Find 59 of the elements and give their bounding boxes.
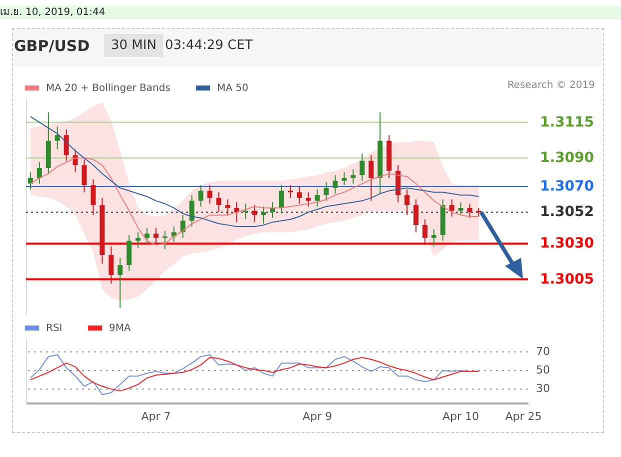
candlestick (189, 194, 194, 227)
ref-line-label: 1.3030 (540, 236, 594, 252)
ref-line-label: 1.3115 (540, 114, 594, 130)
candlestick (278, 184, 284, 214)
x-tick-label: Apr 9 (302, 410, 332, 423)
ref-line-label: 1.3090 (540, 150, 594, 166)
candlestick (225, 198, 230, 216)
ref-line-label: 1.3070 (540, 178, 594, 195)
candlestick (171, 226, 176, 243)
candlestick (342, 172, 347, 186)
candlestick (108, 246, 114, 284)
candlestick (324, 182, 329, 202)
candlestick (449, 198, 454, 217)
candlestick (431, 228, 436, 247)
candlestick (36, 162, 42, 184)
ref-line-label: 1.3005 (540, 271, 594, 288)
legend-label: MA 20 + Bollinger Bands (46, 83, 170, 94)
y-tick-label: 30 (536, 382, 550, 396)
candlestick (368, 154, 374, 202)
chart-title: GBP/USD (14, 37, 90, 55)
candlestick (198, 184, 204, 207)
candlestick (144, 227, 150, 244)
ref-line-label: 1.3052 (540, 204, 594, 220)
candlestick (296, 186, 302, 204)
candlestick (54, 126, 60, 150)
candlestick (153, 227, 158, 246)
candlestick (136, 232, 141, 248)
candlestick (162, 230, 168, 250)
candlestick (72, 148, 78, 173)
y-tick-label: 50 (536, 364, 550, 376)
candlestick (413, 198, 418, 233)
text: Research © 2019 (507, 80, 595, 91)
candlestick (64, 128, 69, 162)
x-tick-label: Apr 25 (505, 410, 542, 423)
candlestick (458, 202, 464, 216)
candlestick (422, 218, 428, 246)
candlestick (360, 153, 365, 182)
candlestick (82, 158, 87, 193)
x-tick-label: Apr 7 (141, 410, 171, 423)
candlestick (467, 203, 472, 218)
candlestick (404, 188, 410, 216)
candlestick (332, 174, 338, 194)
text: เม.ย. 10, 2019, 01:44 (0, 6, 621, 19)
candlestick (90, 178, 96, 216)
candlestick (252, 204, 258, 223)
text: 03:44:29 CET (165, 38, 253, 53)
x-tick-label: Apr 10 (442, 410, 480, 423)
legend-label: 9MA (109, 323, 131, 334)
candlestick (216, 192, 222, 213)
candlestick (314, 188, 320, 207)
candlestick (261, 206, 266, 224)
y-tick-label: 70 (536, 344, 550, 358)
candlestick (350, 168, 356, 184)
chart-subtitle: 30 MIN (104, 34, 164, 57)
legend-label: RSI (46, 323, 62, 334)
legend-label: MA 50 (217, 83, 248, 94)
candlestick (118, 257, 123, 308)
candlestick (207, 184, 212, 204)
candlestick (306, 192, 311, 207)
